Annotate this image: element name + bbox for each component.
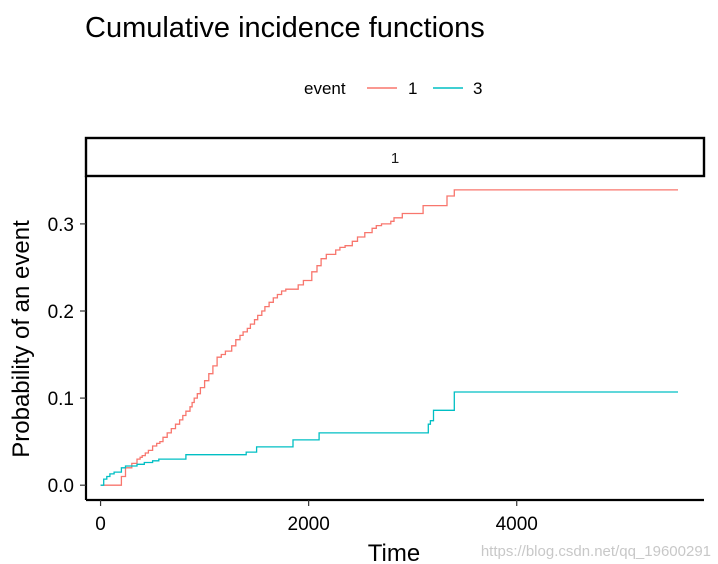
plot-area	[100, 189, 678, 486]
facet-strip: 1	[84, 136, 706, 178]
x-axis-title: Time	[368, 540, 420, 564]
series-line-1	[100, 189, 678, 486]
facet-strip-label: 1	[391, 150, 399, 167]
watermark: https://blog.csdn.net/qq_19600291	[481, 543, 711, 560]
y-tick-label: 0.2	[48, 302, 74, 323]
chart-title: Cumulative incidence functions	[85, 12, 485, 44]
legend-title: event	[304, 79, 346, 98]
y-tick-label: 0.0	[48, 476, 74, 497]
y-axis-title: Probability of an event	[8, 220, 35, 458]
y-tick-label: 0.3	[48, 215, 74, 236]
axes: 0 2000 4000 0.0 0.1 0.2 0.3	[48, 176, 704, 535]
x-tick-label: 4000	[496, 514, 538, 535]
legend-label-1: 1	[408, 79, 417, 98]
y-tick-label: 0.1	[48, 389, 74, 410]
legend-label-3: 3	[473, 79, 482, 98]
x-tick-label: 0	[95, 514, 106, 535]
x-tick-label: 2000	[288, 514, 330, 535]
legend: event 1 3	[304, 79, 482, 98]
series-line-3	[100, 391, 678, 486]
